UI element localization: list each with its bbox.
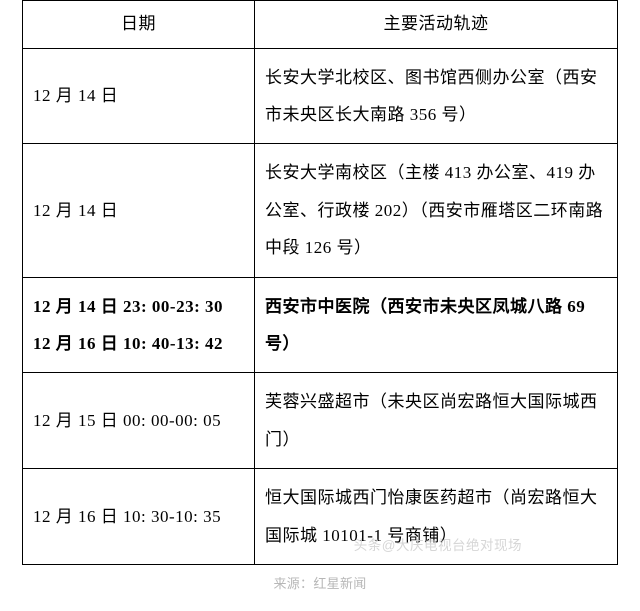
- cell-date: 12 月 14 日: [23, 48, 255, 144]
- table-row: 12 月 14 日 长安大学北校区、图书馆西侧办公室（西安市未央区长大南路 35…: [23, 48, 618, 144]
- table-row: 12 月 16 日 10: 30-10: 35 恒大国际城西门怡康医药超市（尚宏…: [23, 469, 618, 565]
- col-header-activity: 主要活动轨迹: [255, 1, 618, 49]
- cell-date: 12 月 14 日: [23, 144, 255, 277]
- table-row: 12 月 15 日 00: 00-00: 05 芙蓉兴盛超市（未央区尚宏路恒大国…: [23, 373, 618, 469]
- cell-activity: 芙蓉兴盛超市（未央区尚宏路恒大国际城西门）: [255, 373, 618, 469]
- table-row: 12 月 14 日 长安大学南校区（主楼 413 办公室、419 办公室、行政楼…: [23, 144, 618, 277]
- source-caption: 来源：红星新闻: [22, 573, 618, 592]
- cell-activity: 西安市中医院（西安市未央区凤城八路 69 号）: [255, 277, 618, 373]
- cell-date: 12 月 14 日 23: 00-23: 30 12 月 16 日 10: 40…: [23, 277, 255, 373]
- trajectory-table: 日期 主要活动轨迹 12 月 14 日 长安大学北校区、图书馆西侧办公室（西安市…: [22, 0, 618, 565]
- table-row: 12 月 14 日 23: 00-23: 30 12 月 16 日 10: 40…: [23, 277, 618, 373]
- cell-date: 12 月 15 日 00: 00-00: 05: [23, 373, 255, 469]
- col-header-date: 日期: [23, 1, 255, 49]
- table-header-row: 日期 主要活动轨迹: [23, 1, 618, 49]
- cell-activity: 恒大国际城西门怡康医药超市（尚宏路恒大国际城 10101-1 号商铺）: [255, 469, 618, 565]
- cell-activity: 长安大学北校区、图书馆西侧办公室（西安市未央区长大南路 356 号）: [255, 48, 618, 144]
- cell-activity: 长安大学南校区（主楼 413 办公室、419 办公室、行政楼 202）（西安市雁…: [255, 144, 618, 277]
- page: 日期 主要活动轨迹 12 月 14 日 长安大学北校区、图书馆西侧办公室（西安市…: [0, 0, 640, 592]
- cell-date: 12 月 16 日 10: 30-10: 35: [23, 469, 255, 565]
